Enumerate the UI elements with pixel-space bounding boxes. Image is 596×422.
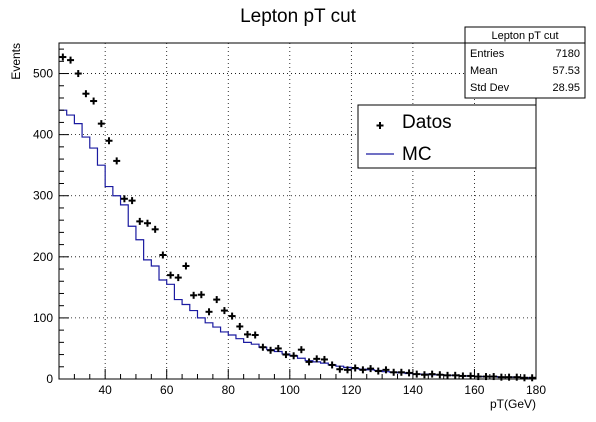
data-point <box>374 367 382 375</box>
data-point <box>328 361 336 369</box>
stats-entries-label: Entries <box>470 48 505 60</box>
data-point <box>197 291 205 299</box>
legend: Datos MC <box>357 104 537 169</box>
stats-box: Lepton pT cut Entries 7180 Mean 57.53 St… <box>464 26 586 99</box>
data-point <box>436 371 444 379</box>
stats-title: Lepton pT cut <box>491 30 558 42</box>
data-point <box>367 365 375 373</box>
data-point <box>113 157 121 165</box>
data-point <box>359 366 367 374</box>
stats-mean-label: Mean <box>470 65 498 77</box>
data-point <box>282 351 290 359</box>
data-point <box>405 369 413 377</box>
data-point <box>274 344 282 352</box>
x-tick-label: 60 <box>160 383 174 397</box>
x-tick-label: 120 <box>341 383 361 397</box>
data-point <box>351 364 359 372</box>
data-point <box>267 346 275 354</box>
y-tick-label: 500 <box>33 67 53 81</box>
data-point <box>120 195 128 203</box>
data-point <box>497 373 505 381</box>
data-point <box>259 343 267 351</box>
data-point <box>159 251 167 259</box>
data-point <box>382 366 390 374</box>
x-tick-label: 140 <box>403 383 423 397</box>
data-point <box>313 355 321 363</box>
stats-std-label: Std Dev <box>470 82 510 94</box>
data-point <box>459 372 467 380</box>
chart-title: Lepton pT cut <box>240 6 357 27</box>
x-axis-label: pT(GeV) <box>490 397 536 411</box>
y-axis-label: Events <box>9 43 23 80</box>
data-point <box>143 219 151 227</box>
data-point <box>205 308 213 316</box>
data-point <box>228 312 236 320</box>
data-point <box>451 371 459 379</box>
data-point <box>444 371 452 379</box>
data-point <box>90 97 98 105</box>
y-tick-label: 400 <box>33 128 53 142</box>
x-tick-label: 40 <box>98 383 112 397</box>
grid-lines <box>59 43 537 379</box>
data-point <box>136 217 144 225</box>
data-point <box>397 368 405 376</box>
data-point <box>305 358 313 366</box>
data-point <box>105 137 113 145</box>
data-point <box>151 225 159 233</box>
legend-label-datos: Datos <box>402 112 452 133</box>
data-point <box>528 374 536 382</box>
data-point <box>182 262 190 270</box>
data-point <box>336 365 344 373</box>
legend-marker-datos <box>376 122 384 129</box>
data-point <box>74 70 82 78</box>
data-point <box>344 366 352 374</box>
data-point <box>190 291 198 299</box>
data-point <box>413 370 421 378</box>
data-point <box>320 355 328 363</box>
stats-mean-value: 57.53 <box>552 65 580 77</box>
y-axis-ticks: 0 100 200 300 400 500 <box>33 48 69 386</box>
data-point <box>82 90 90 98</box>
y-tick-label: 0 <box>46 372 53 386</box>
x-axis-ticks: 40 60 80 100 120 140 160 180 <box>73 369 546 397</box>
data-point <box>128 197 136 205</box>
x-tick-label: 180 <box>526 383 546 397</box>
data-point <box>428 370 436 378</box>
y-tick-label: 100 <box>33 311 53 325</box>
data-point <box>243 330 251 338</box>
data-point <box>174 274 182 282</box>
x-tick-label: 100 <box>280 383 300 397</box>
data-point <box>59 53 67 61</box>
legend-label-mc: MC <box>402 144 432 165</box>
data-point <box>167 271 175 279</box>
data-point <box>513 373 521 381</box>
x-tick-label: 80 <box>222 383 236 397</box>
x-tick-label: 160 <box>464 383 484 397</box>
plot-frame <box>58 42 537 380</box>
data-point <box>251 331 259 339</box>
stats-entries-value: 7180 <box>556 48 580 60</box>
data-point <box>505 373 513 381</box>
y-tick-label: 200 <box>33 250 53 264</box>
data-point <box>220 307 228 315</box>
data-point <box>236 322 244 330</box>
data-point <box>97 120 105 128</box>
data-point <box>390 368 398 376</box>
y-tick-label: 300 <box>33 189 53 203</box>
data-point <box>520 374 528 382</box>
data-point <box>67 56 75 64</box>
data-point <box>290 352 298 360</box>
data-point <box>213 296 221 304</box>
data-point <box>420 371 428 379</box>
stats-std-value: 28.95 <box>552 82 580 94</box>
data-point <box>297 346 305 354</box>
data-point <box>467 372 475 380</box>
series-datos <box>59 53 536 382</box>
